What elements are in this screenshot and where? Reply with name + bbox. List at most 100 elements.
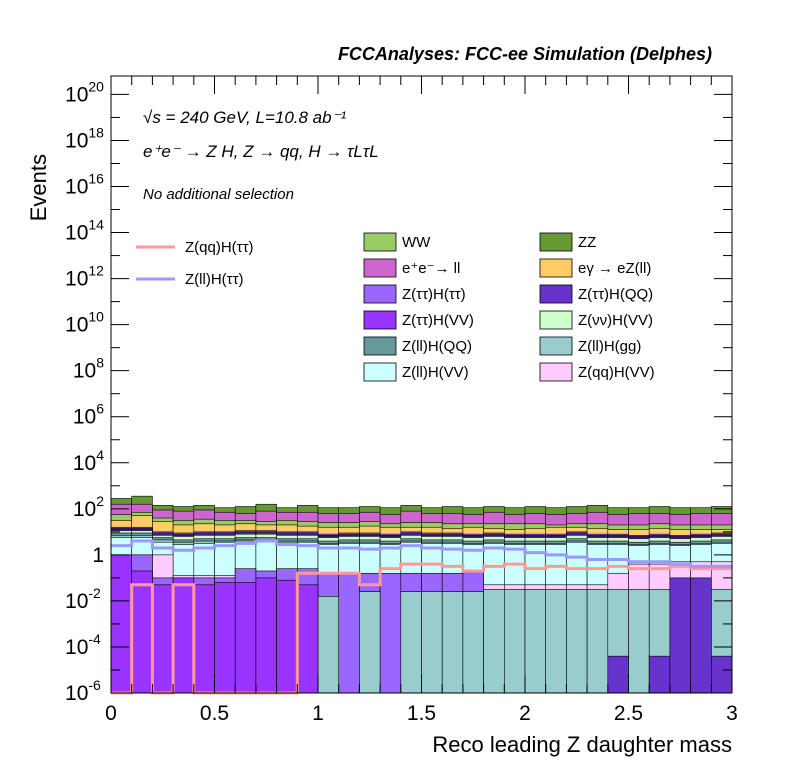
legend-box-swatch	[363, 258, 397, 278]
y-tick-label: 1	[92, 544, 104, 567]
legend-box-swatch	[363, 284, 397, 304]
foreground-bar	[566, 589, 588, 694]
foreground-bar	[214, 582, 236, 694]
y-tick-label: 10	[73, 360, 96, 383]
foreground-bar	[317, 596, 340, 694]
chart-title: FCCAnalyses: FCC-ee Simulation (Delphes)	[338, 44, 712, 64]
legend-box-swatch	[539, 232, 573, 252]
y-tick-label: 10	[65, 176, 88, 199]
legend-box-label: Z(ll)H(VV)	[402, 364, 469, 381]
legend-line-label: Z(ll)H(ττ)	[185, 271, 244, 288]
y-tick-exponent: 18	[88, 124, 104, 140]
x-tick-label: 2	[519, 702, 531, 725]
y-tick-exponent: 12	[88, 263, 104, 279]
foreground-bar	[338, 572, 360, 694]
y-tick-exponent: -4	[88, 631, 101, 647]
y-tick-label: 10	[73, 406, 96, 429]
foreground-bar	[545, 589, 567, 694]
step-line-series-1	[111, 539, 732, 568]
y-tick-exponent: -6	[88, 677, 101, 693]
legend-box-label: Z(νν)H(VV)	[578, 312, 653, 329]
y-axis-label: Events	[26, 154, 51, 221]
legend-box-swatch	[363, 336, 397, 356]
foreground-bar	[421, 591, 443, 694]
legend-box-swatch	[363, 362, 397, 382]
foreground-bar	[710, 655, 733, 694]
y-tick-label: 10	[65, 83, 88, 106]
y-tick-exponent: 6	[96, 401, 104, 417]
foreground-bar	[483, 589, 505, 694]
x-axis-label: Reco leading Z daughter mass	[432, 732, 732, 757]
y-tick-label: 10	[73, 498, 96, 521]
foreground-bar	[503, 589, 526, 694]
legend-box-label: Z(qq)H(VV)	[578, 364, 655, 381]
y-tick-label: 10	[65, 222, 88, 245]
foreground-bar	[172, 577, 195, 694]
legend-box-swatch	[539, 362, 573, 382]
foreground-bar	[296, 584, 319, 694]
legend-line-label: Z(qq)H(ττ)	[185, 239, 254, 256]
legend-box-swatch	[363, 232, 397, 252]
foreground-bar	[628, 589, 650, 694]
foreground-bar	[669, 577, 691, 694]
energy-luminosity-annotation: √s = 240 GeV, L=10.8 ab⁻¹	[143, 108, 347, 127]
x-tick-label: 0.5	[200, 702, 229, 725]
y-tick-label: 10	[73, 452, 96, 475]
foreground-bar	[193, 584, 215, 694]
foreground-bar	[255, 577, 277, 694]
foreground-bar	[276, 579, 298, 694]
legend-box-swatch	[539, 310, 573, 330]
foreground-bar	[586, 589, 609, 694]
legend-box-label: e⁺e⁻→ ll	[402, 260, 460, 277]
foreground-bar	[359, 591, 381, 694]
y-tick-exponent: 20	[88, 78, 104, 94]
y-tick-label: 10	[65, 314, 88, 337]
foreground-bar	[152, 584, 174, 694]
legend-box-label: eγ → eZ(ll)	[578, 260, 651, 277]
foreground-bar	[690, 577, 712, 694]
y-tick-exponent: 16	[88, 171, 104, 187]
y-tick-label: 10	[65, 590, 88, 613]
foreground-bar	[441, 591, 464, 694]
x-tick-label: 1.5	[407, 702, 436, 725]
y-tick-label: 10	[65, 129, 88, 152]
legend-box-label: Z(ll)H(gg)	[578, 338, 641, 355]
x-tick-label: 1	[312, 702, 324, 725]
legend-box-swatch	[539, 258, 573, 278]
legend-box-swatch	[539, 284, 573, 304]
x-tick-label: 2.5	[614, 702, 643, 725]
legend-box-label: Z(ττ)H(QQ)	[578, 286, 653, 303]
foreground-bars-layer	[110, 554, 733, 694]
y-tick-exponent: -2	[88, 585, 101, 601]
legend-box-swatch	[363, 310, 397, 330]
y-tick-exponent: 2	[96, 493, 104, 509]
selection-annotation: No additional selection	[143, 186, 294, 203]
legend-box-label: ZZ	[578, 234, 596, 251]
foreground-bar	[607, 655, 629, 694]
foreground-bar	[400, 591, 422, 694]
y-tick-label: 10	[65, 268, 88, 291]
legend-box-label: Z(ll)H(QQ)	[402, 338, 472, 355]
foreground-series-2	[110, 554, 319, 694]
foreground-bar	[131, 570, 153, 694]
process-annotation: e⁺e⁻ → Z H, Z → qq, H → τLτL	[143, 142, 379, 161]
foreground-series-3	[607, 577, 733, 694]
y-tick-exponent: 8	[96, 355, 104, 371]
legend-box-label: WW	[402, 234, 431, 251]
x-tick-label: 0	[105, 702, 117, 725]
legend: Z(qq)H(ττ) Z(ll)H(ττ) WW ZZ e⁺e⁻→ ll eγ → eZ(…	[136, 232, 655, 382]
y-tick-label: 10	[65, 636, 88, 659]
legend-box-label: Z(ττ)H(VV)	[402, 312, 474, 329]
foreground-bar	[524, 589, 547, 694]
foreground-bar	[234, 582, 257, 694]
foreground-bar	[379, 572, 402, 694]
legend-box-swatch	[539, 336, 573, 356]
y-tick-exponent: 14	[88, 217, 104, 233]
foreground-bar	[648, 655, 671, 694]
legend-box-label: Z(ττ)H(ττ)	[402, 286, 466, 303]
x-tick-label: 3	[726, 702, 738, 725]
foreground-bar	[462, 591, 484, 694]
y-tick-exponent: 10	[88, 309, 104, 325]
